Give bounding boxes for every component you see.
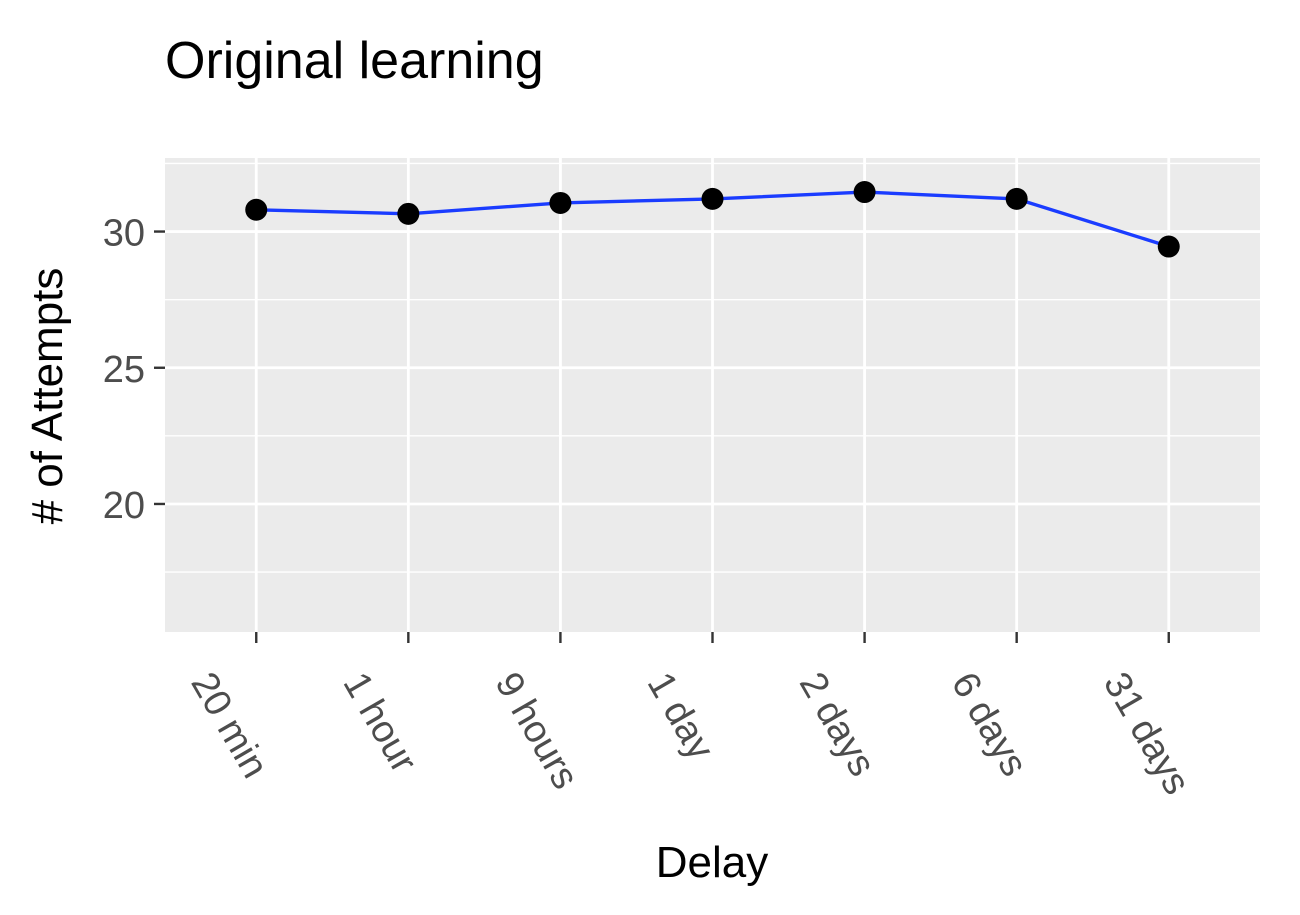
x-tick-label: 6 days bbox=[943, 666, 1035, 784]
x-axis-title: Delay bbox=[656, 838, 769, 887]
x-tick-label: 1 hour bbox=[335, 666, 425, 781]
y-tick-label: 25 bbox=[103, 349, 145, 391]
x-tick-label: 9 hours bbox=[487, 666, 587, 797]
series-layer bbox=[245, 181, 1180, 258]
x-tick-label: 20 min bbox=[182, 666, 275, 786]
data-point bbox=[1005, 187, 1028, 210]
x-tick-label: 2 days bbox=[791, 666, 883, 784]
data-point bbox=[853, 181, 876, 204]
chart-title: Original learning bbox=[165, 32, 544, 90]
data-point bbox=[397, 202, 420, 225]
y-axis-title: # of Attempts bbox=[23, 268, 72, 525]
data-point bbox=[549, 191, 572, 214]
data-point bbox=[245, 198, 268, 221]
data-point bbox=[1157, 235, 1180, 258]
grid-layer bbox=[165, 158, 1260, 632]
data-point bbox=[701, 187, 724, 210]
y-tick-label: 30 bbox=[103, 213, 145, 255]
x-tick-label: 1 day bbox=[639, 666, 722, 768]
y-tick-label: 20 bbox=[103, 485, 145, 527]
x-tick-label: 31 days bbox=[1095, 666, 1198, 802]
